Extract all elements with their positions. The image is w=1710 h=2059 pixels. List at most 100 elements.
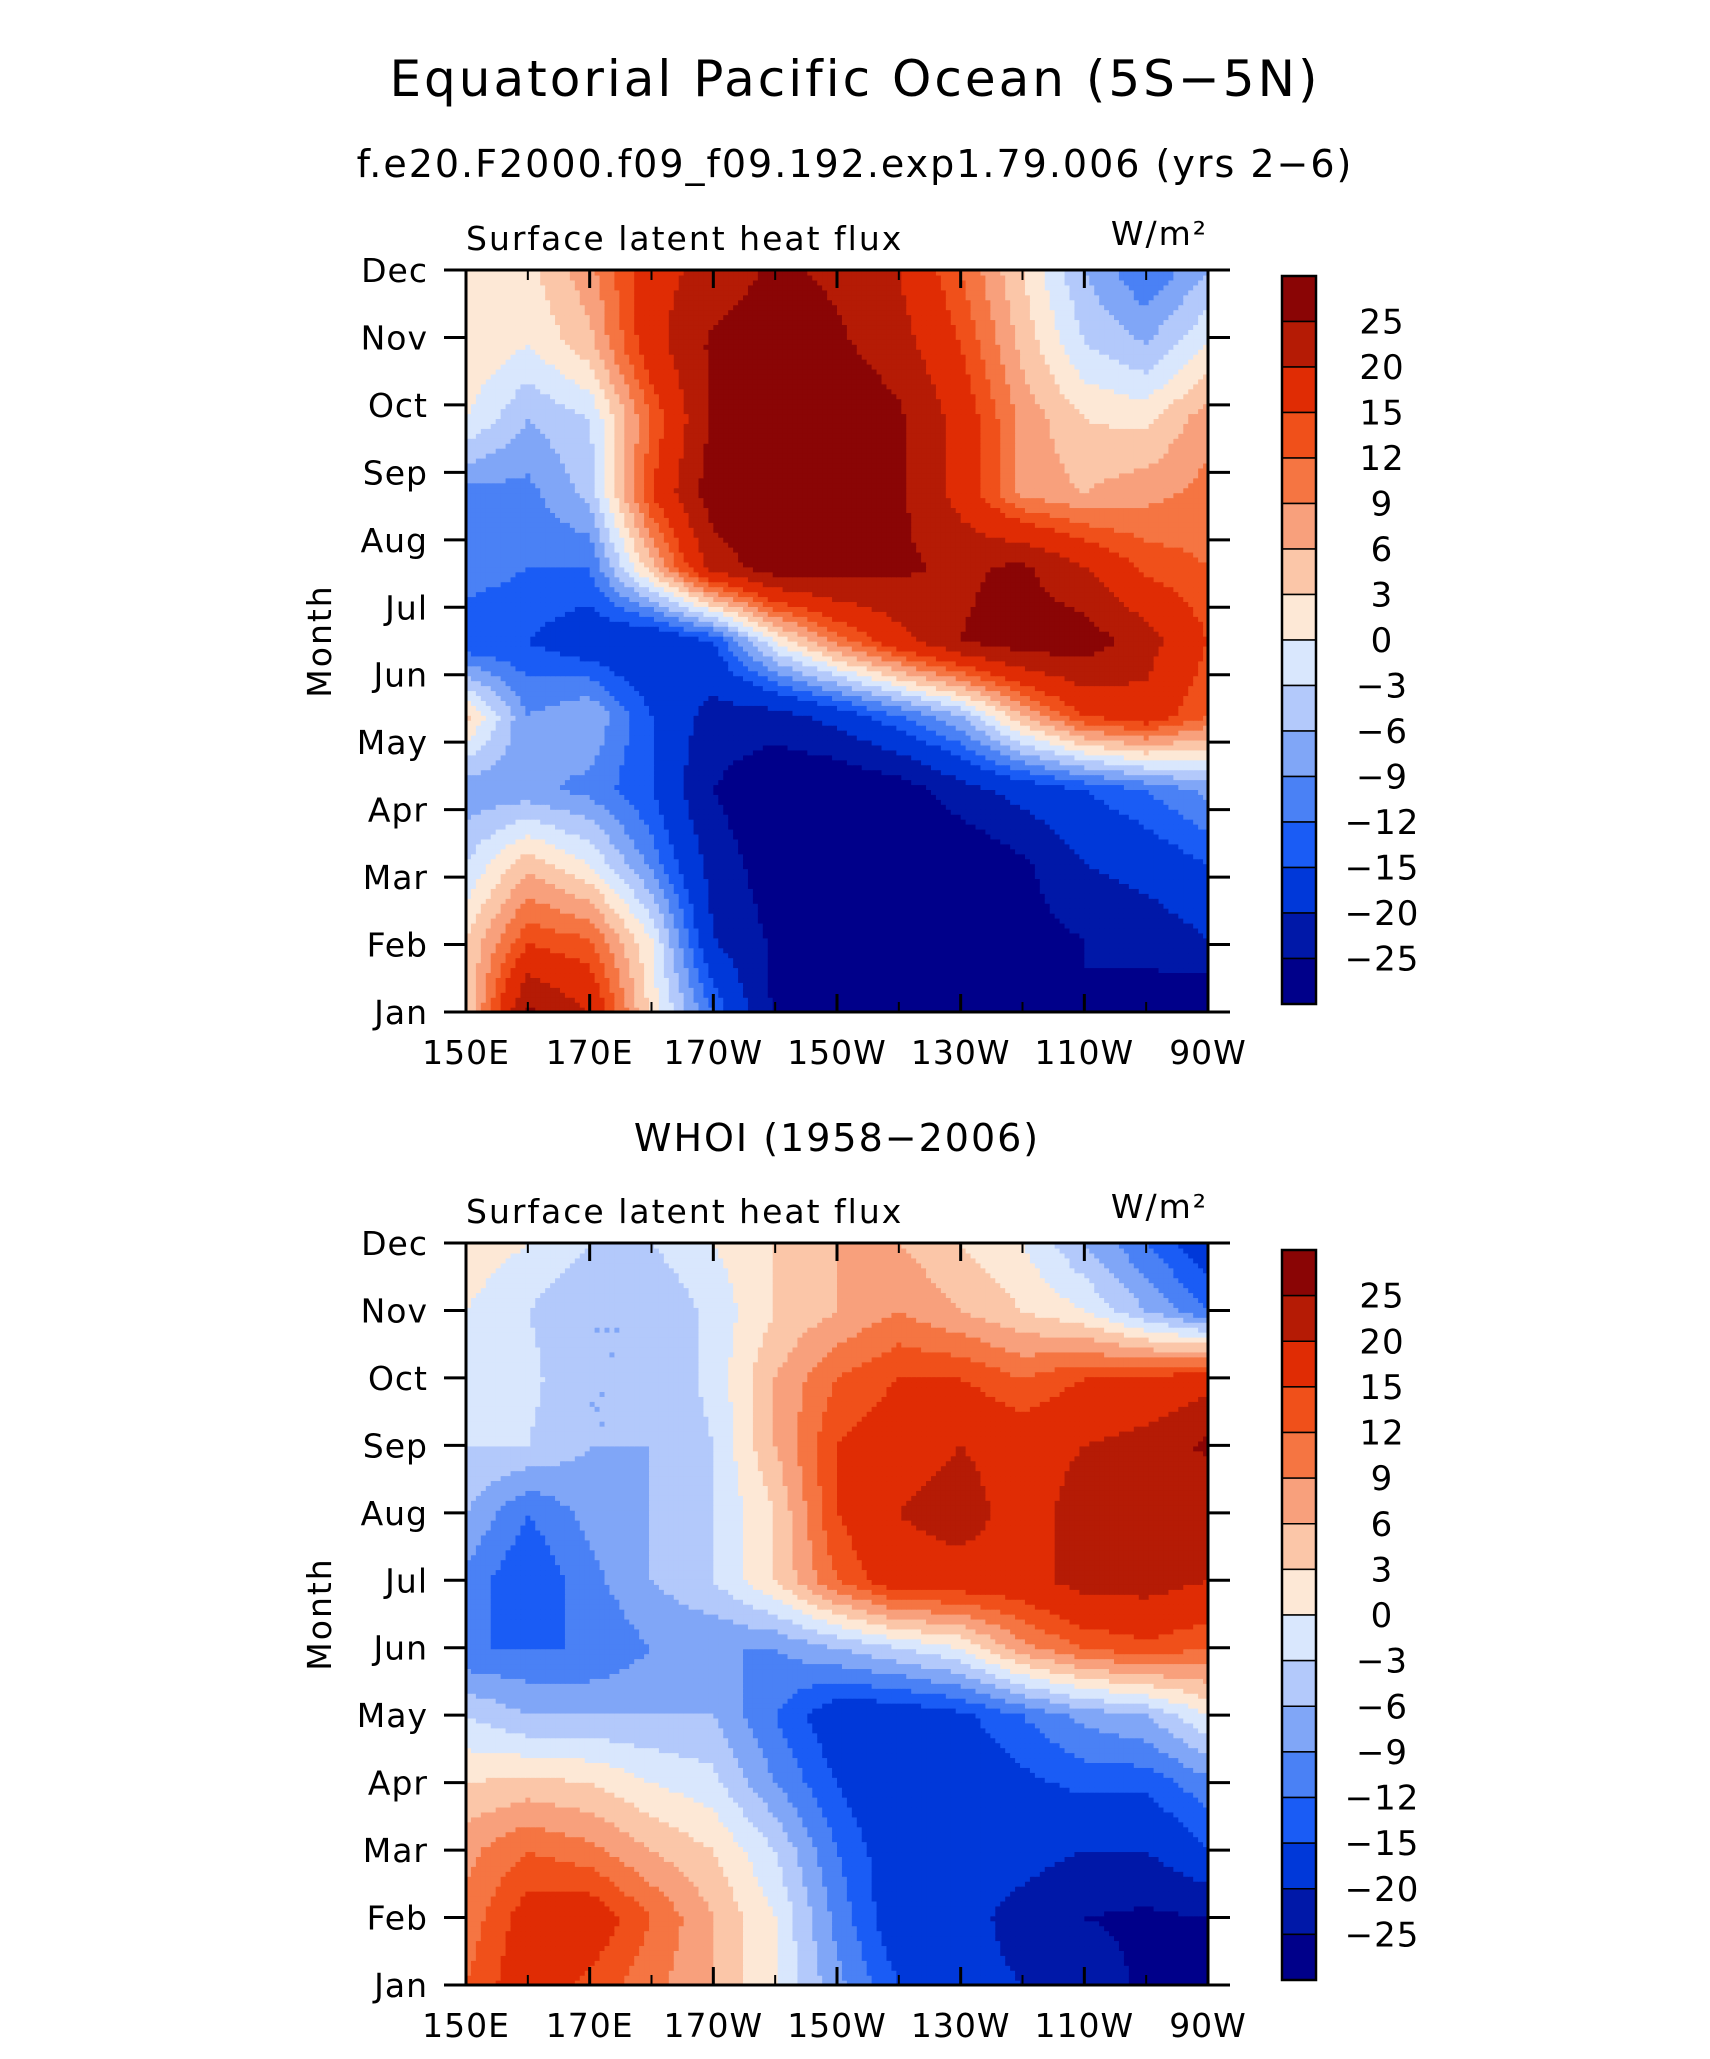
heatmap-cell	[1149, 997, 1155, 1003]
heatmap-cell	[788, 933, 794, 939]
heatmap-cell	[644, 928, 650, 934]
heatmap-cell	[1129, 933, 1135, 939]
heatmap-cell	[743, 972, 749, 978]
heatmap-cell	[792, 982, 798, 988]
heatmap-cell	[1069, 913, 1075, 919]
heatmap-cell	[956, 928, 962, 934]
heatmap-cell	[639, 982, 645, 988]
heatmap-cell	[792, 908, 798, 914]
heatmap-cell	[580, 918, 586, 924]
heatmap-cell	[1000, 997, 1006, 1003]
heatmap-cell	[679, 948, 685, 954]
heatmap-cell	[1134, 972, 1140, 978]
heatmap-cell	[946, 967, 952, 973]
heatmap-cell	[872, 987, 878, 993]
heatmap-cell	[886, 908, 892, 914]
heatmap-cell	[1099, 977, 1105, 983]
heatmap-cell	[1055, 982, 1061, 988]
heatmap-cell	[1149, 982, 1155, 988]
heatmap-cell	[654, 928, 660, 934]
heatmap-cell	[802, 948, 808, 954]
heatmap-cell	[659, 967, 665, 973]
heatmap-cell	[674, 967, 680, 973]
heatmap-cell	[812, 948, 818, 954]
heatmap-cell	[644, 977, 650, 983]
heatmap-cell	[520, 982, 526, 988]
heatmap-cell	[936, 963, 942, 969]
heatmap-cell	[614, 972, 620, 978]
heatmap-cell	[575, 992, 581, 998]
heatmap-cell	[1025, 1002, 1031, 1008]
heatmap-cell	[872, 933, 878, 939]
heatmap-cell	[1104, 1002, 1110, 1008]
heatmap-cell	[802, 1002, 808, 1008]
heatmap-cell	[901, 948, 907, 954]
heatmap-cell	[550, 963, 556, 969]
heatmap-cell	[718, 963, 724, 969]
heatmap-cell	[530, 938, 536, 944]
heatmap-cell	[486, 982, 492, 988]
heatmap-cell	[763, 972, 769, 978]
heatmap-cell	[773, 958, 779, 964]
heatmap-cell	[654, 923, 660, 929]
heatmap-cell	[1089, 933, 1095, 939]
heatmap-cell	[703, 928, 709, 934]
heatmap-cell	[797, 933, 803, 939]
heatmap-cell	[901, 943, 907, 949]
heatmap-cell	[540, 987, 546, 993]
heatmap-cell	[476, 903, 482, 909]
heatmap-cell	[649, 953, 655, 959]
heatmap-cell	[511, 963, 517, 969]
heatmap-cell	[535, 997, 541, 1003]
heatmap-cell	[703, 933, 709, 939]
heatmap-cell	[936, 913, 942, 919]
heatmap-cell	[605, 948, 611, 954]
heatmap-cell	[728, 958, 734, 964]
heatmap-cell	[1094, 938, 1100, 944]
heatmap-cell	[570, 928, 576, 934]
heatmap-cell	[1124, 928, 1130, 934]
heatmap-cell	[867, 958, 873, 964]
heatmap-cell	[946, 908, 952, 914]
heatmap-cell	[916, 967, 922, 973]
heatmap-cell	[624, 977, 630, 983]
heatmap-cell	[511, 982, 517, 988]
heatmap-cell	[743, 987, 749, 993]
heatmap-cell	[1144, 992, 1150, 998]
heatmap-cell	[506, 1002, 512, 1008]
heatmap-cell	[773, 918, 779, 924]
heatmap-cell	[506, 933, 512, 939]
heatmap-cell	[1065, 963, 1071, 969]
heatmap-cell	[1183, 923, 1189, 929]
heatmap-cell	[1183, 933, 1189, 939]
heatmap-cell	[847, 908, 853, 914]
heatmap-cell	[580, 903, 586, 909]
heatmap-cell	[694, 963, 700, 969]
heatmap-cell	[1010, 938, 1016, 944]
heatmap-cell	[852, 977, 858, 983]
heatmap-cell	[590, 948, 596, 954]
heatmap-cell	[733, 958, 739, 964]
heatmap-cell	[525, 992, 531, 998]
heatmap-cell	[886, 1002, 892, 1008]
heatmap-cell	[1030, 987, 1036, 993]
heatmap-cell	[941, 928, 947, 934]
heatmap-cell	[555, 992, 561, 998]
heatmap-cell	[1144, 923, 1150, 929]
heatmap-cell	[1134, 987, 1140, 993]
heatmap-cell	[708, 972, 714, 978]
heatmap-cell	[674, 982, 680, 988]
heatmap-cell	[1050, 908, 1056, 914]
heatmap-cell	[1124, 977, 1130, 983]
heatmap-cell	[1178, 923, 1184, 929]
heatmap-cell	[941, 992, 947, 998]
heatmap-cell	[1134, 1002, 1140, 1008]
heatmap-cell	[629, 953, 635, 959]
heatmap-cell	[1119, 933, 1125, 939]
heatmap-cell	[1149, 923, 1155, 929]
heatmap-cell	[1020, 923, 1026, 929]
heatmap-cell	[698, 997, 704, 1003]
heatmap-cell	[1025, 913, 1031, 919]
heatmap-cell	[1074, 943, 1080, 949]
heatmap-cell	[872, 977, 878, 983]
